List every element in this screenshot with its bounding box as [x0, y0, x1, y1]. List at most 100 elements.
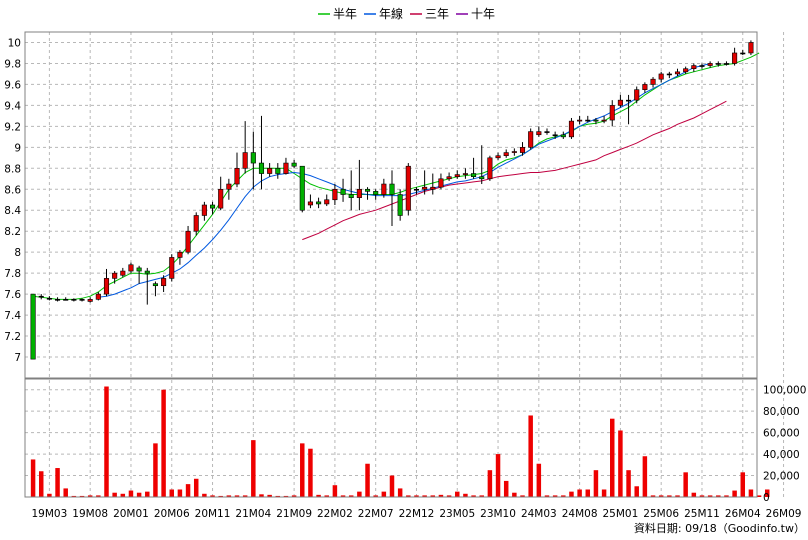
volume-bar	[145, 491, 150, 497]
price-tick-label: 9	[14, 142, 21, 154]
source-note: 資料日期: 09/18（Goodinfo.tw）	[634, 521, 805, 535]
candle-body	[503, 152, 509, 157]
candle-body	[683, 68, 689, 73]
candle-body	[626, 99, 632, 102]
time-tick-label: 21M09	[276, 508, 312, 520]
volume-bar	[756, 495, 762, 497]
volume-bar	[397, 488, 403, 497]
volume-bar	[324, 495, 329, 497]
candle-body	[454, 174, 460, 177]
axes: 7 7.2 7.4 7.6 7.8 8 8.2 8.4 8.6 8.8 9 9.2 9.4 9.6 9.8 1…	[4, 31, 806, 520]
time-tick-label: 20M11	[195, 508, 231, 520]
candle-body	[120, 270, 126, 276]
volume-bar	[536, 463, 542, 497]
price-tick-label: 9.4	[4, 100, 21, 112]
time-tick-label: 24M08	[562, 508, 598, 520]
price-tick-label: 7.2	[4, 331, 21, 343]
candle-body	[373, 191, 379, 195]
volume-bar	[112, 492, 117, 497]
candle-body	[536, 131, 542, 136]
volume-bar	[373, 495, 378, 497]
candle-body	[471, 173, 477, 177]
volume-bar	[79, 495, 85, 497]
price-tick-label: 8.8	[4, 163, 21, 175]
candle-body	[185, 230, 191, 253]
candle-body	[63, 299, 69, 301]
volume-bar	[251, 440, 256, 497]
price-tick-label: 10	[8, 37, 21, 49]
candle-body	[446, 176, 452, 180]
volume-bar	[479, 495, 484, 497]
volume-bar	[275, 495, 281, 497]
candle-body	[617, 99, 623, 106]
volume-bar	[634, 486, 639, 497]
volume-bar	[96, 495, 101, 497]
volume-bar	[202, 493, 207, 497]
candle-body	[650, 78, 656, 85]
legend-label: 半年	[333, 7, 357, 21]
candle-body	[250, 152, 256, 164]
candle-body	[177, 251, 183, 258]
volume-bar	[316, 494, 321, 497]
volume-bar	[455, 491, 460, 497]
legend-label: 年線	[379, 6, 403, 21]
time-tick-label: 22M02	[317, 508, 353, 520]
volume-bar	[601, 489, 607, 497]
time-tick-label: 19M03	[32, 508, 68, 520]
volume-bar	[193, 478, 199, 497]
candle-body	[666, 73, 672, 76]
candle-body	[389, 183, 395, 195]
volume-bar	[618, 430, 623, 497]
volume-bar	[471, 495, 476, 497]
candle-body	[601, 119, 607, 122]
volume-bar	[438, 494, 444, 497]
legend: 半年 年線 三年 十年	[318, 6, 495, 21]
volume-bar	[177, 489, 183, 497]
candle-body	[397, 194, 403, 216]
candle-body	[71, 299, 77, 301]
volume-bar	[487, 470, 493, 497]
candle-body	[242, 152, 248, 169]
volume-bar	[406, 495, 411, 497]
candle-body	[364, 188, 371, 192]
volume-bar	[47, 493, 52, 497]
time-tick-label: 25M01	[603, 508, 639, 520]
price-tick-label: 8.2	[4, 226, 21, 238]
volume-bar	[585, 489, 591, 497]
candle-body	[422, 186, 428, 190]
candle-body	[144, 270, 150, 274]
candle-body	[267, 168, 273, 174]
candle-body	[283, 162, 289, 174]
time-tick-label: 23M10	[480, 508, 516, 520]
volume-bar	[120, 493, 126, 497]
candle-body	[218, 188, 224, 209]
volume-tick-label: 40,000	[763, 449, 800, 461]
candle-body	[430, 186, 436, 190]
volume-bar	[626, 470, 631, 497]
candle-body	[699, 65, 705, 67]
time-tick-label: 25M11	[684, 508, 720, 520]
volume-bar	[300, 443, 305, 497]
price-tick-label: 8	[14, 247, 21, 259]
candle-body	[128, 264, 134, 272]
candle-body	[609, 105, 615, 121]
volume-bar	[414, 495, 419, 497]
price-tick-label: 7.6	[4, 289, 21, 301]
candle-body	[405, 165, 411, 211]
candle-body	[332, 188, 338, 201]
volume-bar	[389, 475, 395, 497]
volume-bar	[748, 489, 754, 497]
volume-bar	[650, 495, 656, 497]
volume-grid	[25, 32, 785, 498]
candle-body	[226, 183, 232, 190]
time-tick-label: 23M05	[439, 508, 475, 520]
volume-bar	[561, 495, 566, 497]
candle-body	[30, 293, 36, 360]
volume-panel-frame	[24, 378, 758, 498]
volume-bar	[340, 495, 346, 497]
candle-body	[275, 168, 281, 174]
volume-bar	[724, 495, 729, 497]
candle-body	[291, 162, 297, 167]
candle-body	[528, 131, 534, 148]
